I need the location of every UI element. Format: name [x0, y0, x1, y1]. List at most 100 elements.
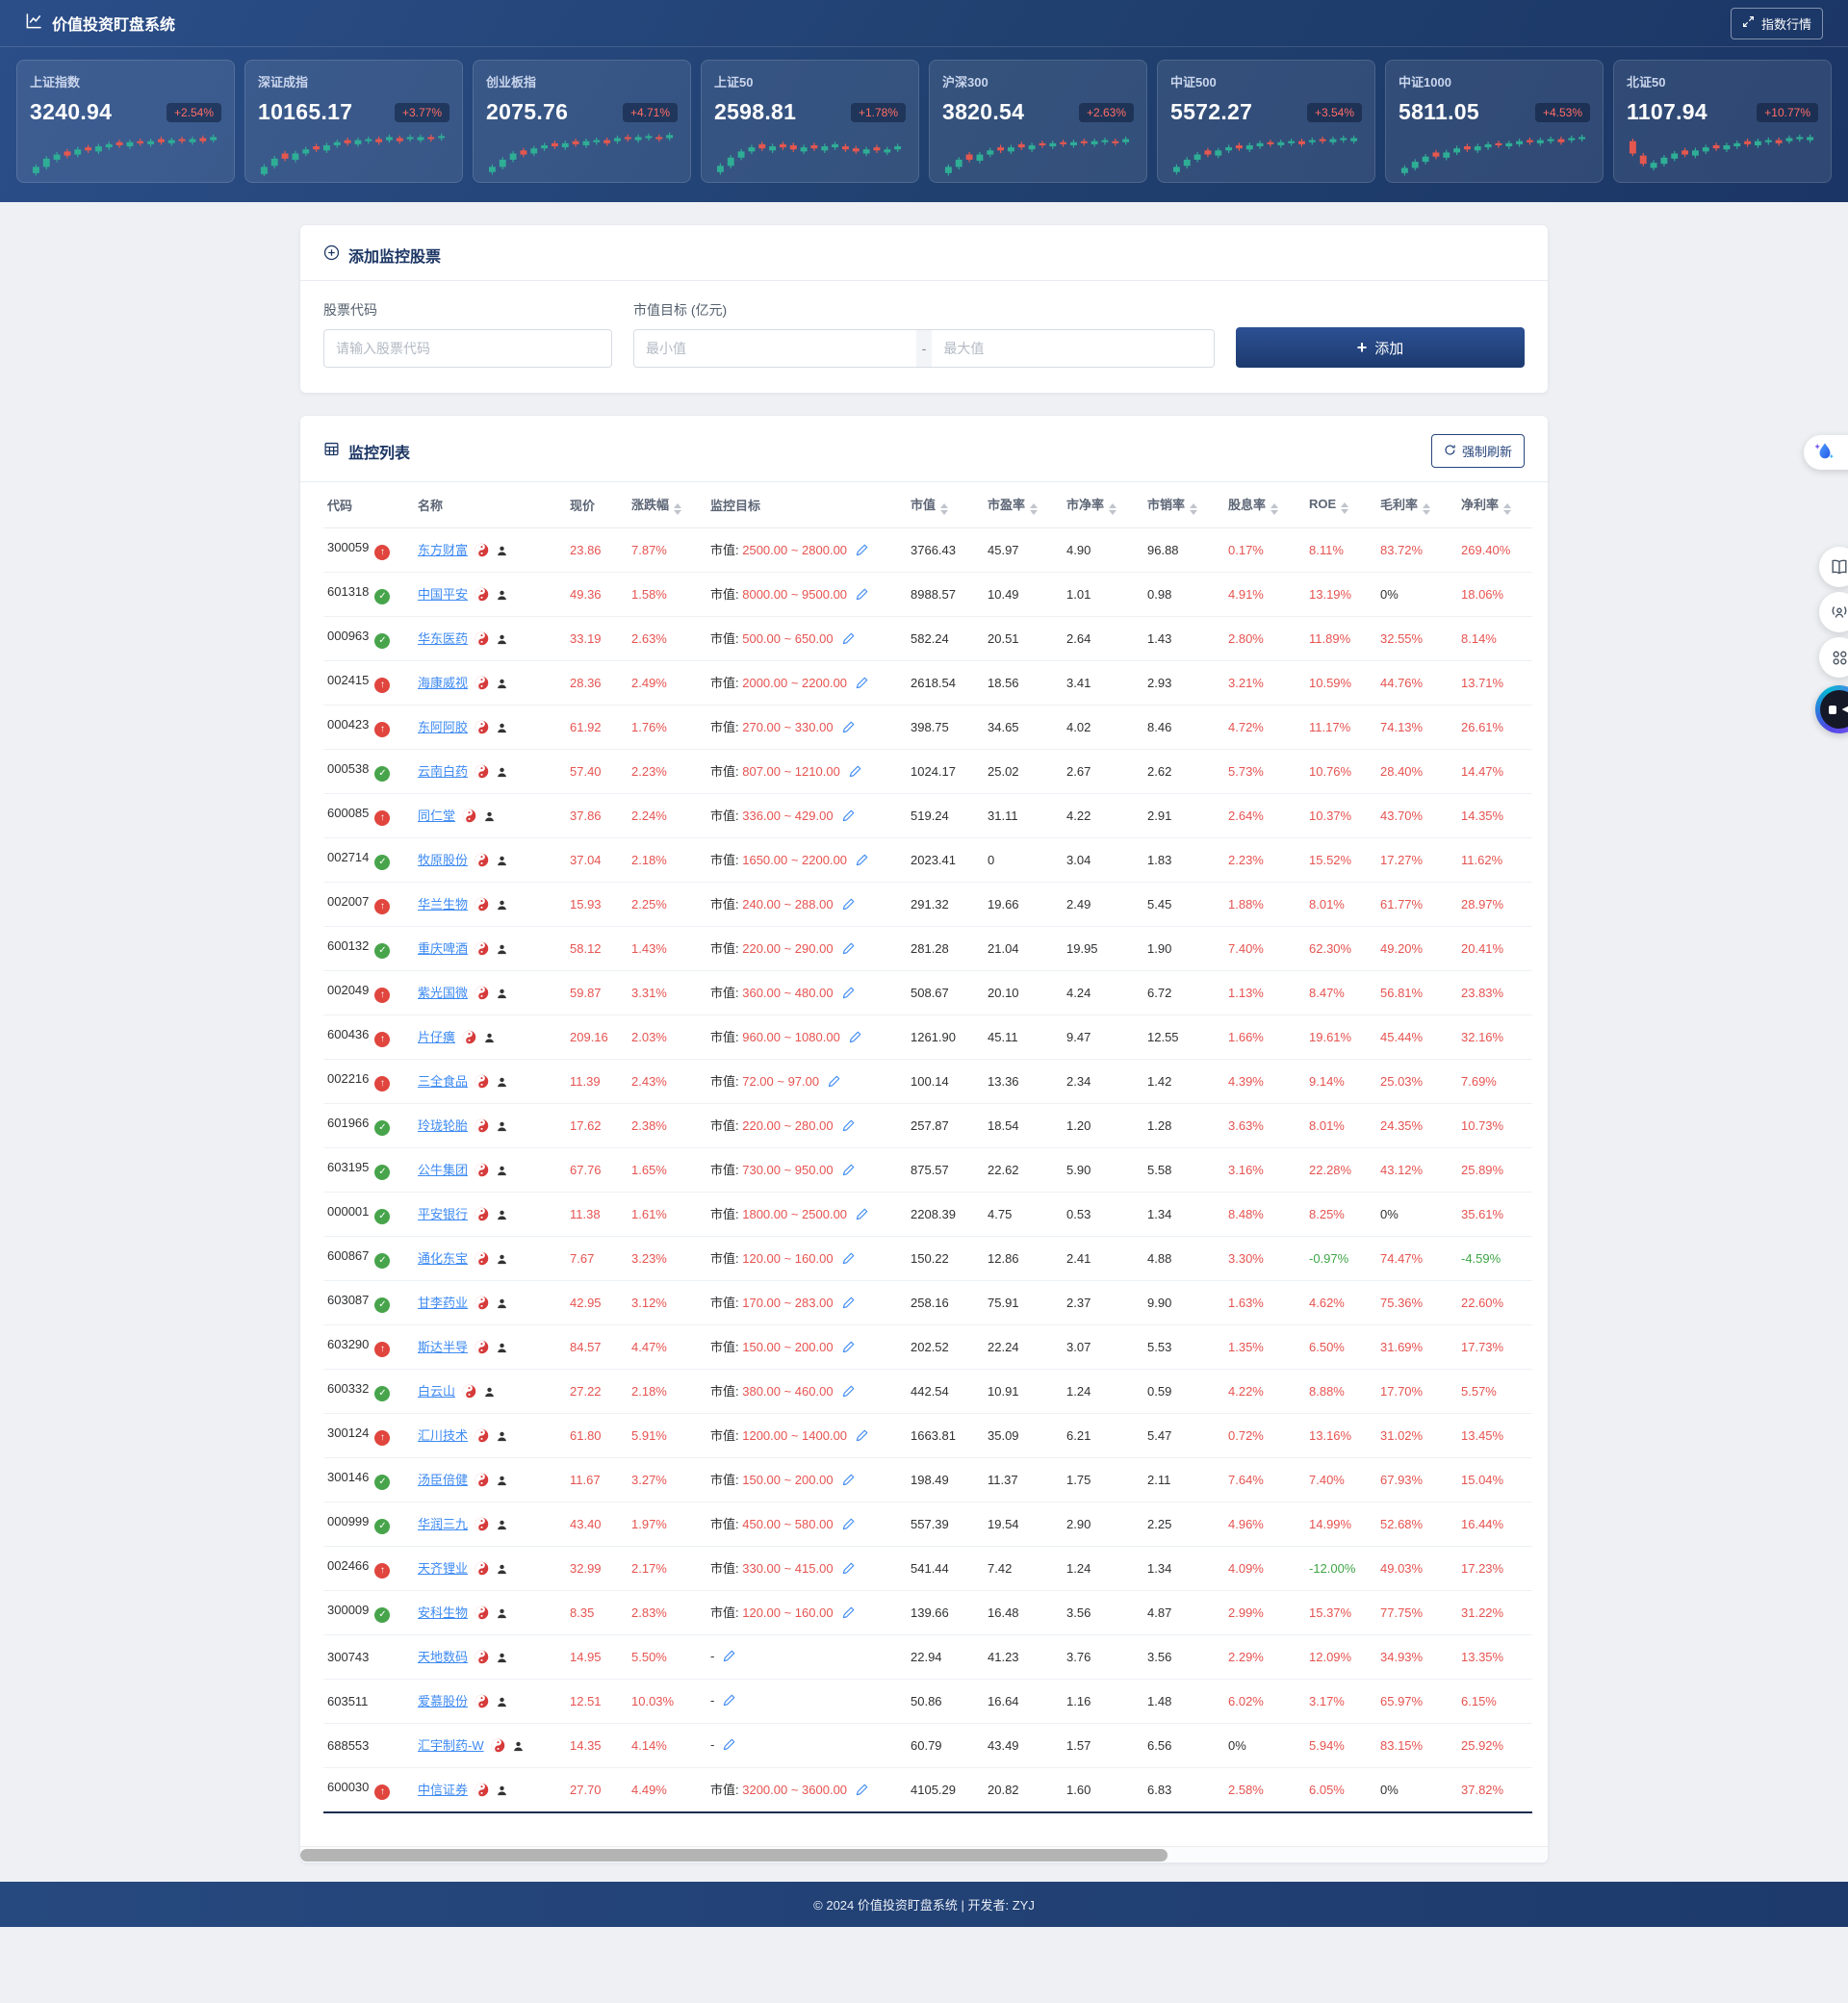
edit-target-icon[interactable]	[841, 1340, 856, 1357]
stock-name-link[interactable]: 华润三九	[418, 1517, 469, 1531]
podcast-icon[interactable]	[1819, 592, 1848, 632]
edit-target-icon[interactable]	[841, 986, 856, 1003]
person-icon[interactable]	[512, 1740, 525, 1756]
edit-target-icon[interactable]	[841, 720, 856, 737]
taiji-icon[interactable]	[475, 897, 489, 914]
stock-name-link[interactable]: 汇宇制药-W	[418, 1738, 484, 1753]
taiji-icon[interactable]	[475, 1473, 489, 1490]
person-icon[interactable]	[496, 1785, 508, 1800]
edit-target-icon[interactable]	[855, 1207, 869, 1224]
scrollbar-thumb[interactable]	[300, 1848, 1168, 1862]
index-card[interactable]: 沪深300 3820.54 +2.63%	[929, 60, 1147, 183]
edit-target-icon[interactable]	[841, 1296, 856, 1313]
col-pb[interactable]: 市净率	[1063, 482, 1143, 528]
taiji-icon[interactable]	[475, 1783, 489, 1800]
stock-name-link[interactable]: 牧原股份	[418, 853, 469, 867]
stock-name-link[interactable]: 中信证券	[418, 1782, 469, 1797]
stock-name-link[interactable]: 通化东宝	[418, 1251, 469, 1266]
person-icon[interactable]	[496, 1253, 508, 1269]
index-card[interactable]: 中证1000 5811.05 +4.53%	[1385, 60, 1604, 183]
taiji-icon[interactable]	[475, 1207, 489, 1224]
edit-target-icon[interactable]	[841, 1251, 856, 1269]
stock-name-link[interactable]: 汇川技术	[418, 1428, 469, 1443]
edit-target-icon[interactable]	[841, 631, 856, 649]
person-icon[interactable]	[496, 1120, 508, 1136]
stock-name-link[interactable]: 爱慕股份	[418, 1694, 469, 1708]
person-icon[interactable]	[496, 1607, 508, 1623]
taiji-icon[interactable]	[462, 809, 476, 826]
taiji-icon[interactable]	[475, 1561, 489, 1579]
col-mktcap[interactable]: 市值	[907, 482, 984, 528]
taiji-icon[interactable]	[475, 1340, 489, 1357]
person-icon[interactable]	[496, 766, 508, 782]
edit-target-icon[interactable]	[855, 1428, 869, 1446]
taiji-icon[interactable]	[475, 1428, 489, 1446]
edit-target-icon[interactable]	[841, 1517, 856, 1534]
stock-name-link[interactable]: 平安银行	[418, 1207, 469, 1221]
stock-name-link[interactable]: 海康威视	[418, 676, 469, 690]
max-value-input[interactable]	[932, 329, 1215, 368]
person-icon[interactable]	[496, 899, 508, 914]
taiji-icon[interactable]	[475, 1074, 489, 1091]
stock-name-link[interactable]: 中国平安	[418, 587, 469, 602]
edit-target-icon[interactable]	[841, 1118, 856, 1136]
person-icon[interactable]	[496, 1475, 508, 1490]
edit-target-icon[interactable]	[841, 1605, 856, 1623]
edit-target-icon[interactable]	[855, 543, 869, 560]
person-icon[interactable]	[496, 633, 508, 649]
index-card[interactable]: 北证50 1107.94 +10.77%	[1613, 60, 1832, 183]
person-icon[interactable]	[496, 1430, 508, 1446]
min-value-input[interactable]	[633, 329, 916, 368]
edit-target-icon[interactable]	[722, 1693, 736, 1710]
taiji-icon[interactable]	[475, 853, 489, 870]
person-icon[interactable]	[496, 1519, 508, 1534]
stock-name-link[interactable]: 甘李药业	[418, 1296, 469, 1310]
taiji-icon[interactable]	[475, 1163, 489, 1180]
taiji-icon[interactable]	[475, 764, 489, 782]
person-icon[interactable]	[483, 1032, 496, 1047]
taiji-icon[interactable]	[475, 676, 489, 693]
add-button[interactable]: + 添加	[1236, 327, 1525, 368]
stock-name-link[interactable]: 片仔癀	[418, 1030, 456, 1044]
taiji-icon[interactable]	[462, 1030, 476, 1047]
stock-name-link[interactable]: 汤臣倍健	[418, 1473, 469, 1487]
taiji-icon[interactable]	[475, 1251, 489, 1269]
person-icon[interactable]	[496, 545, 508, 560]
taiji-icon[interactable]	[475, 1650, 489, 1667]
stock-name-link[interactable]: 天地数码	[418, 1650, 469, 1664]
person-icon[interactable]	[496, 722, 508, 737]
person-icon[interactable]	[496, 943, 508, 959]
taiji-icon[interactable]	[475, 1517, 489, 1534]
person-icon[interactable]	[496, 1696, 508, 1711]
horizontal-scrollbar[interactable]	[300, 1845, 1548, 1862]
taiji-icon[interactable]	[475, 631, 489, 649]
edit-target-icon[interactable]	[855, 676, 869, 693]
taiji-icon[interactable]	[462, 1384, 476, 1401]
col-gross[interactable]: 毛利率	[1376, 482, 1457, 528]
person-icon[interactable]	[496, 589, 508, 604]
stock-name-link[interactable]: 紫光国微	[418, 986, 469, 1000]
stock-name-link[interactable]: 公牛集团	[418, 1163, 469, 1177]
person-icon[interactable]	[483, 1386, 496, 1401]
stock-name-link[interactable]: 东方财富	[418, 543, 469, 557]
col-roe[interactable]: ROE	[1305, 482, 1376, 528]
edit-target-icon[interactable]	[841, 1561, 856, 1579]
col-pe[interactable]: 市盈率	[984, 482, 1063, 528]
index-card[interactable]: 中证500 5572.27 +3.54%	[1157, 60, 1375, 183]
edit-target-icon[interactable]	[841, 897, 856, 914]
edit-target-icon[interactable]	[722, 1649, 736, 1666]
stock-name-link[interactable]: 华兰生物	[418, 897, 469, 912]
col-dividend[interactable]: 股息率	[1224, 482, 1305, 528]
edit-target-icon[interactable]	[841, 1384, 856, 1401]
stock-name-link[interactable]: 安科生物	[418, 1605, 469, 1620]
edit-target-icon[interactable]	[722, 1737, 736, 1755]
taiji-icon[interactable]	[475, 1296, 489, 1313]
index-card[interactable]: 上证指数 3240.94 +2.54%	[16, 60, 235, 183]
stock-name-link[interactable]: 东阿阿胶	[418, 720, 469, 734]
col-change[interactable]: 涨跌幅	[628, 482, 706, 528]
col-net[interactable]: 净利率	[1457, 482, 1532, 528]
edit-target-icon[interactable]	[855, 587, 869, 604]
taiji-icon[interactable]	[475, 941, 489, 959]
person-icon[interactable]	[496, 1563, 508, 1579]
index-card[interactable]: 上证50 2598.81 +1.78%	[701, 60, 919, 183]
